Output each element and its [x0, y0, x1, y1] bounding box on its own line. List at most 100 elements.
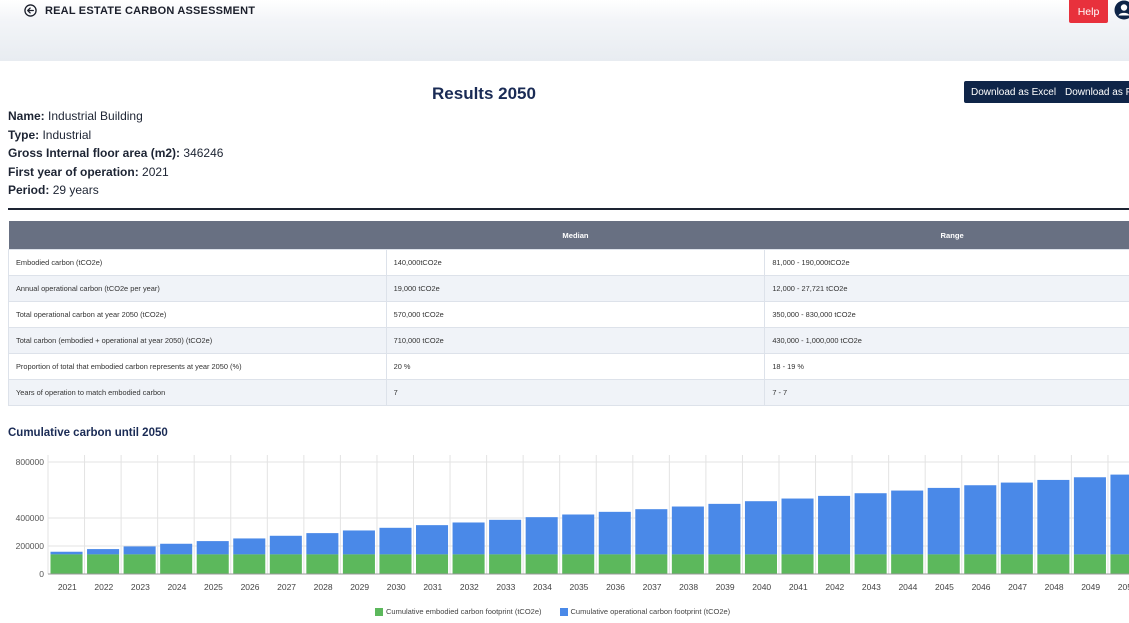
- bar-embodied: [744, 554, 777, 574]
- bar-operational: [123, 546, 156, 555]
- bar-operational: [635, 509, 668, 555]
- metric-cell: Annual operational carbon (tCO2e per yea…: [8, 275, 387, 302]
- x-tick-label: 2030: [387, 582, 406, 592]
- info-name: Name: Industrial Building: [8, 109, 143, 123]
- bar-operational: [525, 517, 558, 555]
- bar-embodied: [416, 554, 449, 574]
- metric-cell: Total operational carbon at year 2050 (t…: [8, 301, 387, 328]
- y-tick-label: 0: [39, 569, 44, 579]
- range-cell: 18 - 19 %: [764, 353, 1129, 380]
- range-cell: 12,000 - 27,721 tCO2e: [764, 275, 1129, 302]
- x-tick-label: 2027: [277, 582, 296, 592]
- table-header-row: Median Range: [8, 221, 1129, 250]
- x-tick-label: 2038: [679, 582, 698, 592]
- x-tick-label: 2046: [972, 582, 991, 592]
- bar-operational: [489, 519, 522, 555]
- x-tick-label: 2037: [643, 582, 662, 592]
- bar-embodied: [818, 554, 851, 574]
- cumulative-carbon-chart: 0 200000 400000 800000 2021 2022 2023 2024 2025 2…: [16, 455, 1129, 592]
- x-tick-label: 2041: [789, 582, 808, 592]
- bar-operational: [1110, 474, 1129, 555]
- table-row: Years of operation to match embodied car…: [8, 379, 1129, 406]
- table-row: Total operational carbon at year 2050 (t…: [8, 301, 1129, 328]
- bar-embodied: [123, 554, 156, 574]
- metric-cell: Years of operation to match embodied car…: [8, 379, 387, 406]
- table-row: Total carbon (embodied + operational at …: [8, 327, 1129, 354]
- bar-embodied: [160, 554, 193, 574]
- legend-label-operational: Cumulative operational carbon footprint …: [570, 607, 731, 616]
- info-first-year: First year of operation: 2021: [8, 164, 169, 179]
- bar-embodied: [635, 554, 668, 574]
- legend-swatch-embodied: [375, 607, 383, 616]
- metric-cell: Embodied carbon (tCO2e): [8, 249, 387, 276]
- bar-embodied: [1000, 554, 1033, 574]
- bar-operational: [50, 551, 83, 555]
- x-tick-label: 2032: [460, 582, 479, 592]
- table-header-metric: [8, 221, 387, 250]
- bar-operational: [927, 487, 960, 555]
- info-period: Period: 29 years: [8, 183, 99, 198]
- bar-operational: [562, 514, 595, 555]
- bar-operational: [818, 495, 851, 555]
- legend-swatch-operational: [559, 607, 568, 616]
- bar-operational: [1073, 477, 1106, 555]
- bar-embodied: [854, 554, 887, 574]
- top-bar: [0, 0, 1129, 61]
- bar-operational: [306, 533, 339, 555]
- user-icon: [1114, 0, 1129, 20]
- bar-operational: [379, 527, 412, 555]
- range-cell: 81,000 - 190,000tCO2e: [764, 249, 1129, 276]
- back-button[interactable]: [24, 4, 37, 17]
- bar-embodied: [525, 554, 558, 574]
- bar-embodied: [927, 554, 960, 574]
- x-tick-label: 2039: [716, 582, 735, 592]
- bar-operational: [342, 530, 375, 555]
- bar-embodied: [342, 554, 375, 574]
- results-title: Results 2050: [432, 84, 536, 103]
- bar-embodied: [489, 554, 522, 574]
- bar-embodied: [196, 554, 229, 574]
- median-cell: 140,000tCO2e: [385, 249, 766, 276]
- chart-title: Cumulative carbon until 2050: [8, 427, 168, 439]
- download-excel-button[interactable]: Download as Excel: [964, 81, 1064, 103]
- x-tick-label: 2024: [167, 582, 186, 592]
- metric-cell: Proportion of total that embodied carbon…: [8, 353, 387, 380]
- help-button[interactable]: Help: [1069, 0, 1108, 23]
- bar-embodied: [306, 554, 339, 574]
- x-tick-label: 2035: [570, 582, 589, 592]
- bar-operational: [854, 493, 887, 555]
- x-tick-label: 2023: [131, 582, 150, 592]
- bar-embodied: [50, 554, 83, 574]
- bar-embodied: [233, 554, 266, 574]
- bar-operational: [708, 503, 741, 555]
- median-cell: 20 %: [385, 353, 766, 380]
- bar-embodied: [452, 554, 485, 574]
- metric-cell: Total carbon (embodied + operational at …: [8, 327, 387, 354]
- x-tick-label: 2025: [204, 582, 223, 592]
- x-tick-label: 2034: [533, 582, 552, 592]
- x-tick-label: 2028: [314, 582, 333, 592]
- x-tick-label: 2026: [241, 582, 260, 592]
- table-row: Annual operational carbon (tCO2e per yea…: [8, 275, 1129, 302]
- bar-embodied: [379, 554, 412, 574]
- x-tick-label: 2022: [94, 582, 113, 592]
- x-tick-label: 2029: [350, 582, 369, 592]
- download-pdf-button[interactable]: Download as PDF: [1058, 81, 1129, 103]
- median-cell: 19,000 tCO2e: [385, 275, 766, 302]
- bar-operational: [671, 506, 704, 555]
- table-row: Proportion of total that embodied carbon…: [8, 353, 1129, 380]
- bar-operational: [1000, 482, 1033, 555]
- bar-embodied: [891, 554, 924, 574]
- building-info: Name: Industrial Building Type: Industri…: [8, 107, 223, 200]
- bar-operational: [744, 501, 777, 555]
- bar-embodied: [269, 554, 302, 574]
- x-tick-label: 2033: [496, 582, 515, 592]
- user-avatar[interactable]: [1114, 0, 1129, 20]
- x-tick-label: 2043: [862, 582, 881, 592]
- bar-embodied: [1073, 554, 1106, 574]
- bar-operational: [1037, 479, 1070, 555]
- info-floor-area: Gross Internal floor area (m2): 346246: [8, 146, 224, 161]
- bar-operational: [87, 549, 120, 555]
- median-cell: 710,000 tCO2e: [385, 327, 766, 354]
- x-tick-label: 2047: [1008, 582, 1027, 592]
